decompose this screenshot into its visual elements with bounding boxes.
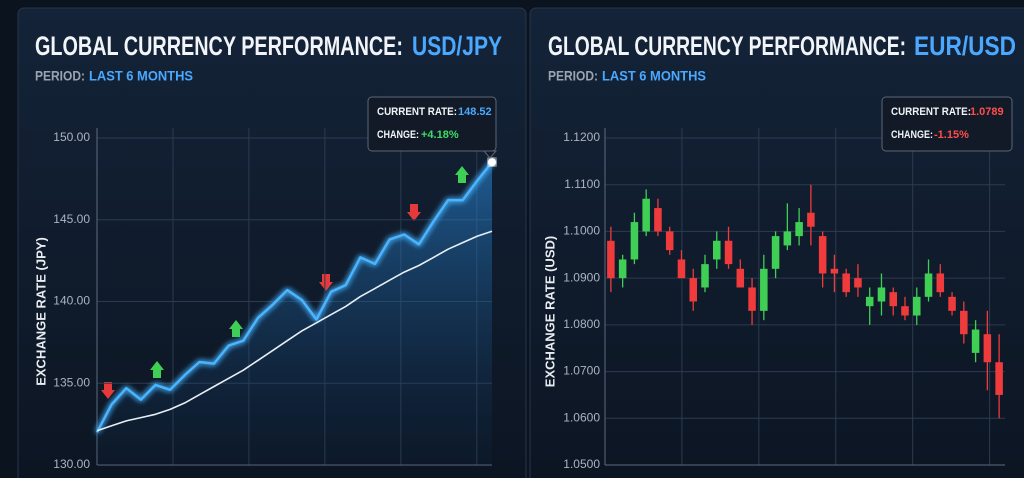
up-arrow	[229, 320, 243, 337]
candle-body	[948, 296, 956, 311]
candle-body	[818, 236, 827, 274]
y-tick-label: 1.0600	[563, 410, 600, 424]
candle-body	[913, 296, 921, 316]
annotation-value: +4.18%	[421, 129, 459, 141]
down-arrow	[101, 382, 115, 399]
period-label: PERIOD:	[548, 68, 598, 84]
chart-title: GLOBAL CURRENCY PERFORMANCE:	[548, 31, 906, 61]
y-tick-label: 130.00	[53, 457, 90, 471]
y-axis-label: EXCHANGE RATE (JPY)	[33, 237, 48, 386]
annotation-pointer	[482, 150, 498, 159]
candle-body	[665, 231, 674, 251]
last-point	[488, 158, 496, 167]
y-tick-label: 135.00	[53, 375, 90, 389]
candle-body	[807, 212, 815, 227]
y-tick-label: 1.1000	[563, 224, 600, 238]
candle-body	[724, 240, 733, 265]
annotation-label: CURRENT RATE:	[377, 106, 457, 118]
annotation-value: -1.15%	[934, 129, 969, 141]
candle-body	[877, 287, 886, 302]
annotation-box	[881, 96, 1013, 152]
candle-body	[701, 264, 709, 288]
candle-body	[689, 278, 697, 302]
candle-body	[771, 236, 780, 269]
currency-pair: EUR/USD	[914, 31, 1016, 61]
annotation-value: 148.52	[458, 106, 492, 118]
trend-arrows	[101, 166, 469, 399]
annotation-value: 1.0789	[970, 106, 1004, 118]
y-tick-label: 1.0700	[563, 364, 600, 378]
down-arrow	[319, 274, 333, 291]
y-tick-label: 145.00	[53, 212, 90, 226]
period-value: LAST 6 MONTHS	[89, 68, 193, 84]
annotation-label: CURRENT RATE:	[891, 106, 971, 118]
y-tick-label: 1.0900	[563, 270, 600, 284]
y-tick-label: 1.0500	[563, 457, 600, 471]
candle-body	[971, 329, 980, 353]
line	[96, 230, 493, 432]
candle-body	[854, 278, 862, 288]
candle-body	[607, 240, 615, 279]
candle-body	[889, 292, 897, 307]
candle-body	[983, 334, 992, 363]
annotation-label: CHANGE:	[891, 129, 933, 141]
candle-body	[960, 310, 968, 335]
candle-body	[924, 273, 933, 297]
candle-body	[783, 231, 792, 246]
area	[97, 162, 492, 465]
period-value: LAST 6 MONTHS	[602, 68, 706, 84]
candle-body	[842, 273, 850, 293]
candle-body	[677, 259, 686, 279]
y-tick-label: 1.0800	[563, 317, 600, 331]
period-label: PERIOD:	[35, 68, 85, 84]
y-axis-label: EXCHANGE RATE (USD)	[542, 236, 557, 387]
candle-body	[936, 273, 945, 293]
candle-body	[654, 208, 662, 232]
candle-body	[865, 296, 874, 307]
currency-pair: USD/JPY	[412, 31, 502, 61]
up-arrow	[150, 361, 164, 378]
y-tick-label: 150.00	[53, 130, 90, 144]
down-arrow	[407, 204, 421, 221]
candle-body	[618, 259, 627, 279]
candle-body	[830, 268, 839, 274]
candle-body	[795, 222, 803, 237]
candle-body	[713, 240, 721, 260]
candle-body	[630, 222, 639, 260]
line	[95, 161, 493, 433]
y-tick-label: 1.1200	[563, 130, 600, 144]
annotation-label: CHANGE:	[377, 129, 419, 141]
y-tick-label: 1.1100	[564, 177, 600, 191]
candle-body	[760, 268, 768, 311]
chart-title: GLOBAL CURRENCY PERFORMANCE:	[35, 31, 403, 61]
candle-body	[995, 362, 1003, 395]
y-tick-label: 140.00	[53, 294, 90, 308]
candle-body	[901, 306, 909, 316]
annotation-box	[367, 96, 497, 152]
candle-body	[748, 287, 756, 311]
candle-body	[642, 198, 650, 232]
candle-body	[736, 268, 745, 288]
up-arrow	[455, 166, 469, 183]
